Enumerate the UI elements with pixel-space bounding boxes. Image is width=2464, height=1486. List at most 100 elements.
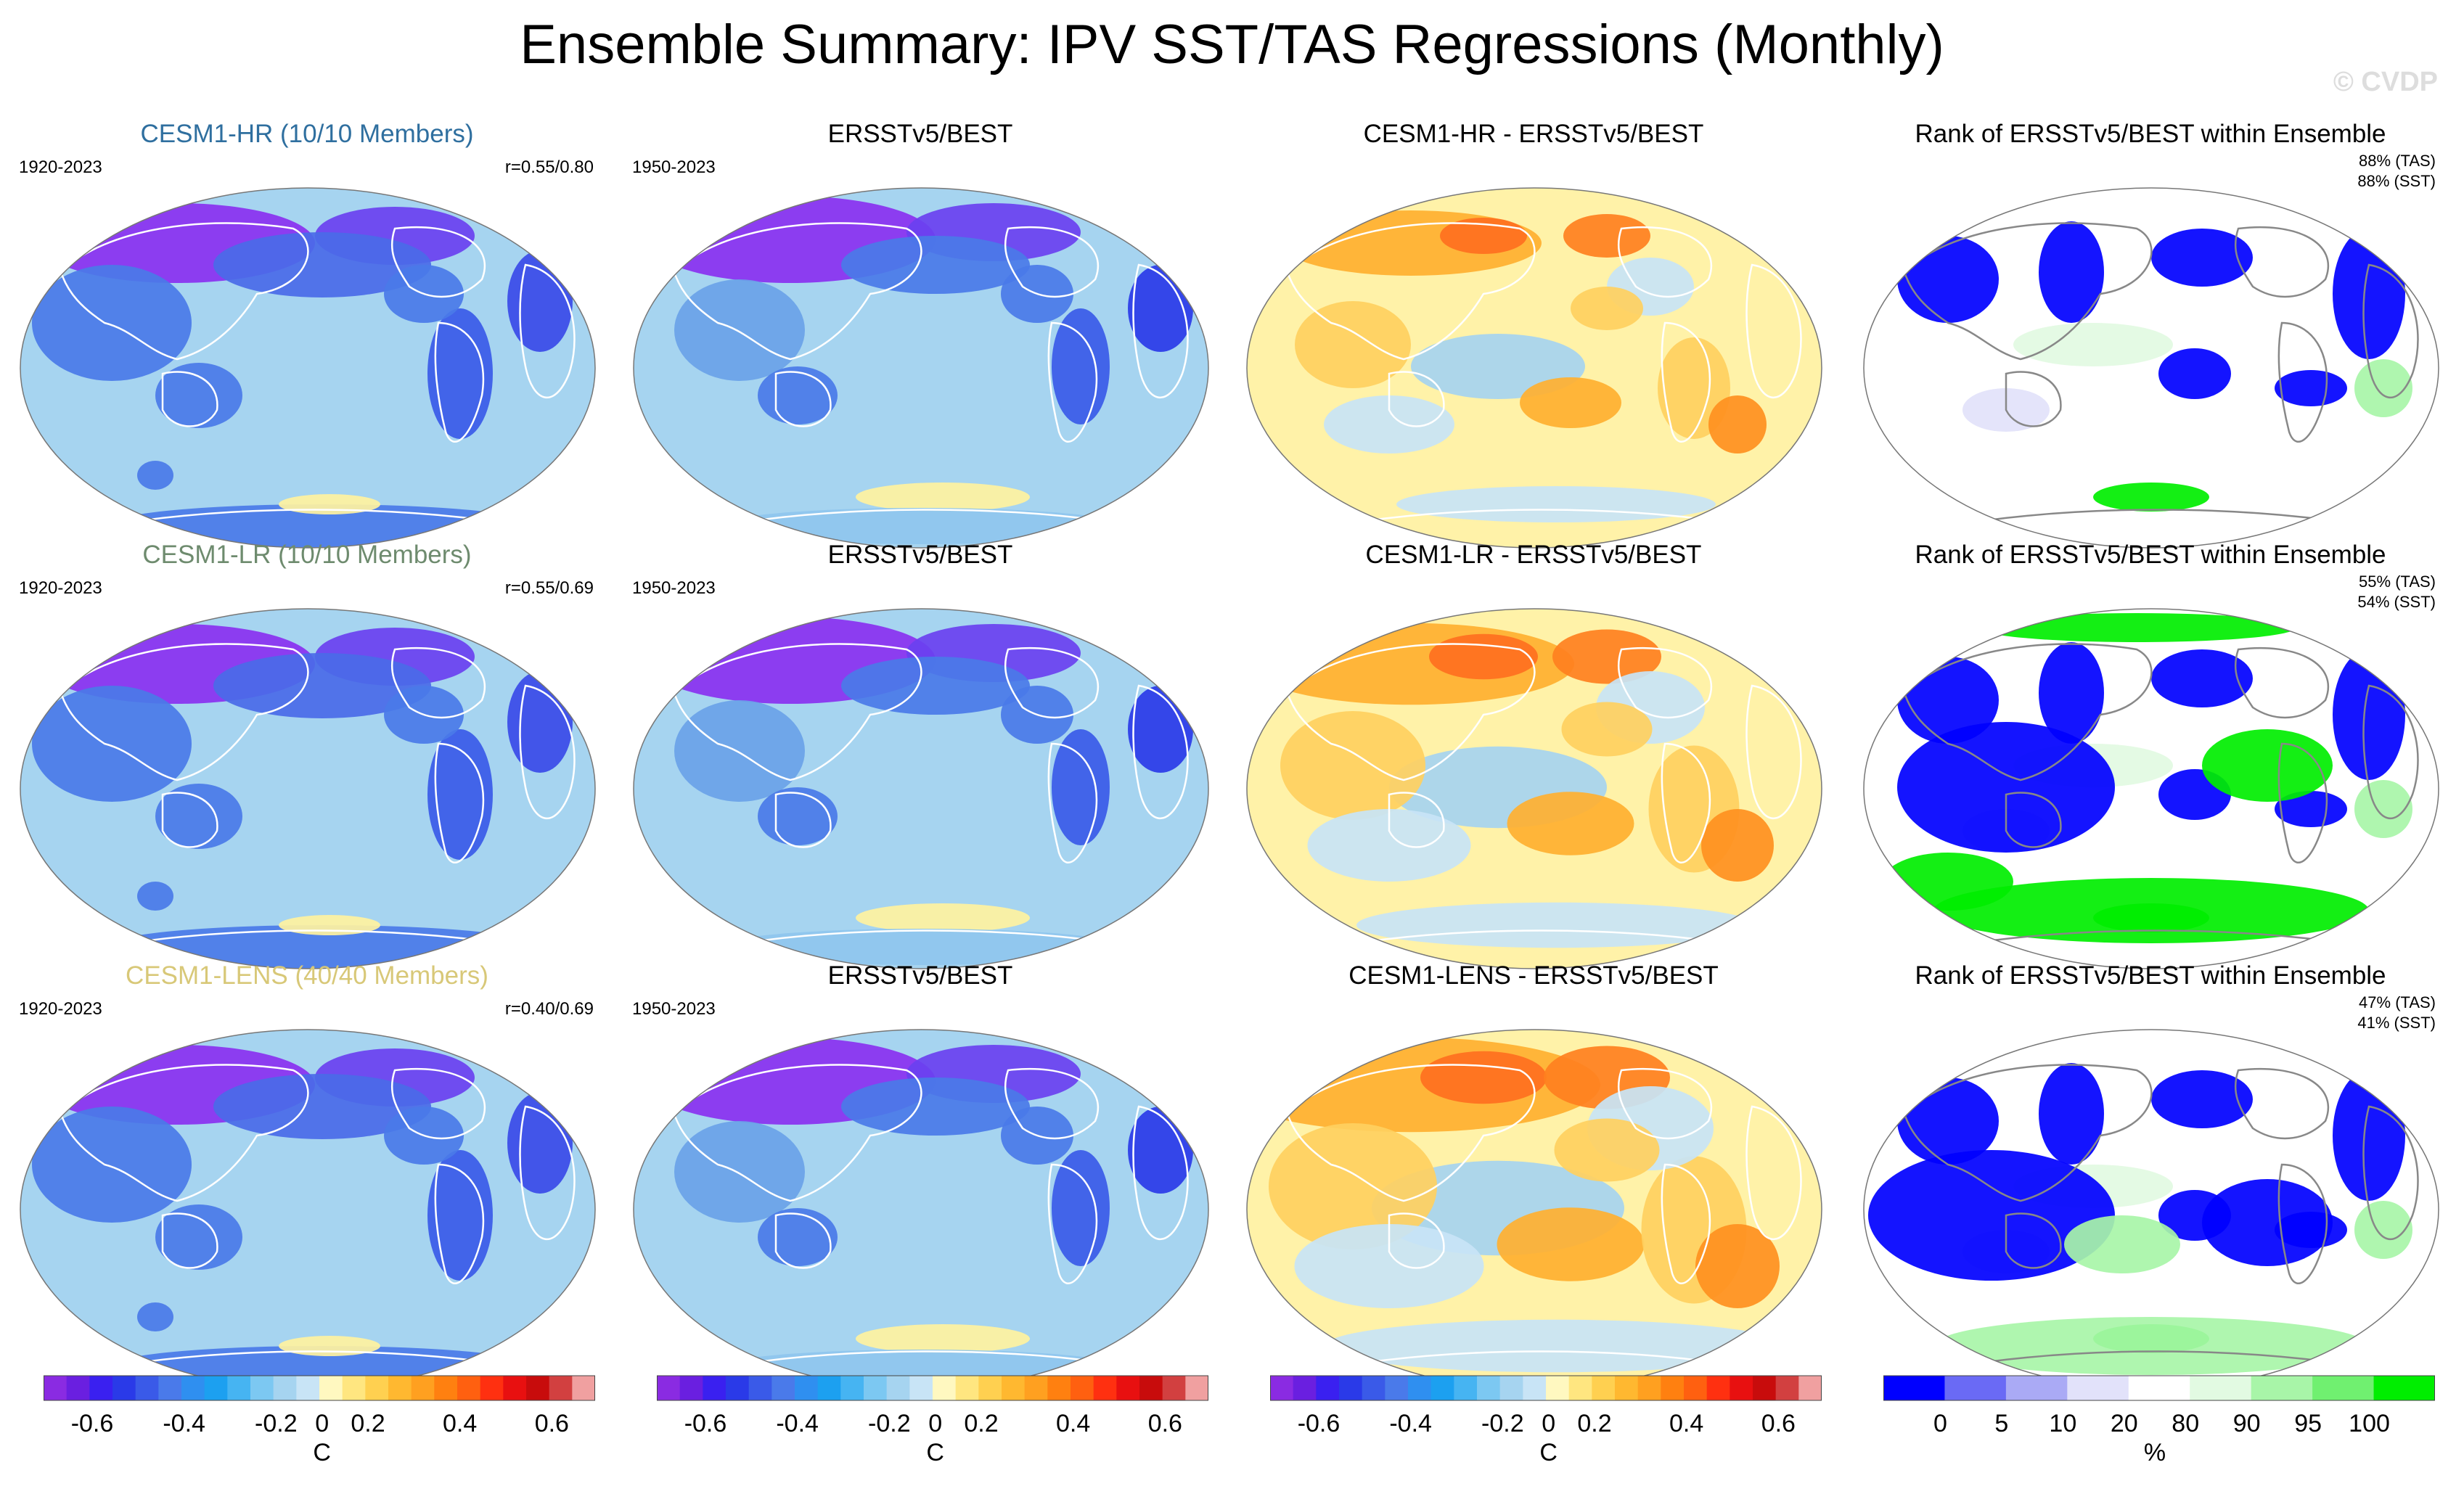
coastline <box>1661 321 1711 443</box>
map-anomaly-region <box>427 1150 493 1281</box>
colorbar-tick-label: 0.6 <box>534 1410 569 1437</box>
coastline <box>519 263 576 398</box>
diff-map-panel: CESM1-LENS - ERSSTv5/BEST <box>1235 961 1832 1397</box>
coastline <box>390 1067 486 1140</box>
map-anomaly-region <box>155 363 242 428</box>
colorbar-swatch <box>1798 1376 1822 1400</box>
map-field <box>645 617 1193 965</box>
colorbar-swatch <box>1270 1376 1294 1400</box>
colorbar-swatch <box>1093 1376 1117 1400</box>
panel-title: CESM1-LENS (40/40 Members) <box>126 961 488 990</box>
map-anomaly-region <box>758 366 838 424</box>
map-anomaly-region <box>2158 348 2231 399</box>
colorbar-swatch <box>703 1376 726 1400</box>
colorbar-units-label: C <box>313 1439 331 1466</box>
colorbar-swatch <box>250 1376 274 1400</box>
map-anomaly-region <box>1868 1150 2115 1281</box>
coastline <box>774 1212 832 1269</box>
coastline <box>1047 321 1098 443</box>
rank-map-panel: Rank of ERSSTv5/BEST within Ensemble 88%… <box>1852 120 2449 555</box>
colorbar-swatch <box>1385 1376 1409 1400</box>
diff-map-panel: CESM1-LR - ERSSTv5/BEST <box>1235 541 1832 976</box>
map-anomaly-region <box>2354 780 2412 838</box>
period-label: 1920-2023 <box>19 157 102 177</box>
coastline <box>2005 1212 2062 1269</box>
map-anomaly-region <box>155 784 242 849</box>
period-label: 1950-2023 <box>632 578 716 598</box>
colorbar-tick-label: -0.4 <box>1389 1410 1432 1437</box>
colorbar-swatch <box>955 1376 979 1400</box>
map-anomaly-region <box>32 686 192 802</box>
map-anomaly-region <box>1701 809 1774 882</box>
colorbar-swatch <box>886 1376 910 1400</box>
coastline <box>1745 1105 1802 1240</box>
map-anomaly-region <box>137 1302 173 1331</box>
period-label: 1920-2023 <box>19 999 102 1019</box>
colorbar-swatch <box>227 1376 251 1400</box>
colorbar-tick-label: 0 <box>1933 1410 1947 1437</box>
map-anomaly-region <box>2354 1201 2412 1259</box>
map-anomaly-region <box>32 265 192 381</box>
map-anomaly-region <box>856 483 1030 512</box>
coastline <box>2362 1105 2419 1240</box>
colorbar-swatch <box>1775 1376 1799 1400</box>
coastline <box>1388 1212 1445 1269</box>
colorbar-swatch <box>181 1376 205 1400</box>
colorbar-swatch <box>1162 1376 1186 1400</box>
coastline <box>60 643 309 781</box>
colorbar-swatch <box>978 1376 1002 1400</box>
rank-colorbar: 0 5 10 20 80 90 95 100% <box>1883 1375 2435 1484</box>
rank-world-map <box>1863 187 2439 549</box>
colorbar-tick-label: 0 <box>928 1410 943 1437</box>
map-anomaly-region <box>32 1107 192 1223</box>
temp-colorbar: -0.6 -0.4 -0.2 0 0.2 0.4 0.6 C <box>657 1375 1208 1484</box>
rank-sst-label: 88% (SST) <box>2357 172 2436 190</box>
colorbar-swatch <box>1661 1376 1685 1400</box>
map-anomaly-region <box>1561 702 1653 757</box>
coastline <box>1286 222 1536 361</box>
map-anomaly-region <box>2013 323 2173 366</box>
coastline <box>1388 792 1445 848</box>
map-anomaly-region <box>155 1204 242 1270</box>
rank-tas-label: 55% (TAS) <box>2359 572 2436 591</box>
rank-world-map <box>1863 1029 2439 1390</box>
coastline <box>1004 646 1100 719</box>
rank-map-panel: Rank of ERSSTv5/BEST within Ensemble 55%… <box>1852 541 2449 976</box>
map-border <box>633 608 1209 969</box>
colorbar-units-label: % <box>2143 1439 2166 1466</box>
map-ocean-background <box>1864 188 2439 548</box>
map-anomaly-region <box>1052 1150 1110 1266</box>
map-anomaly-region <box>1897 722 2115 853</box>
map-anomaly-region <box>718 508 1124 544</box>
map-anomaly-region <box>1933 1317 2369 1375</box>
obs-world-map <box>633 608 1209 969</box>
map-anomaly-region <box>758 1208 838 1266</box>
colorbar-swatch <box>1637 1376 1661 1400</box>
colorbar-swatch <box>1523 1376 1547 1400</box>
colorbar-swatch <box>2128 1376 2190 1400</box>
colorbar-swatch <box>411 1376 435 1400</box>
map-anomaly-region <box>1325 1319 1788 1373</box>
map-anomaly-region <box>137 461 173 490</box>
colorbar-swatch <box>1944 1376 2007 1400</box>
colorbar-swatch <box>1362 1376 1386 1400</box>
colorbar-tick-label: 0.4 <box>443 1410 478 1437</box>
map-anomaly-region <box>1052 729 1110 845</box>
coastline <box>1745 263 1802 398</box>
colorbar-tick-label: -0.4 <box>776 1410 819 1437</box>
colorbar-swatch <box>342 1376 366 1400</box>
map-anomaly-region <box>2333 229 2405 359</box>
pattern-correlation: r=0.55/0.80 <box>504 157 594 177</box>
page-title: Ensemble Summary: IPV SST/TAS Regression… <box>520 14 1944 75</box>
colorbar-tick-label: 0.6 <box>1147 1410 1182 1437</box>
map-border <box>633 187 1209 549</box>
colorbar-swatch <box>1883 1376 1945 1400</box>
colorbar-swatch <box>771 1376 795 1400</box>
colorbar-tick-label: 0 <box>315 1410 330 1437</box>
colorbar-swatch <box>365 1376 389 1400</box>
map-anomaly-region <box>1497 1207 1645 1281</box>
map-anomaly-region <box>1883 853 2013 911</box>
coastline <box>1004 226 1100 298</box>
map-anomaly-region <box>841 1077 1030 1136</box>
map-anomaly-region <box>1295 301 1411 388</box>
